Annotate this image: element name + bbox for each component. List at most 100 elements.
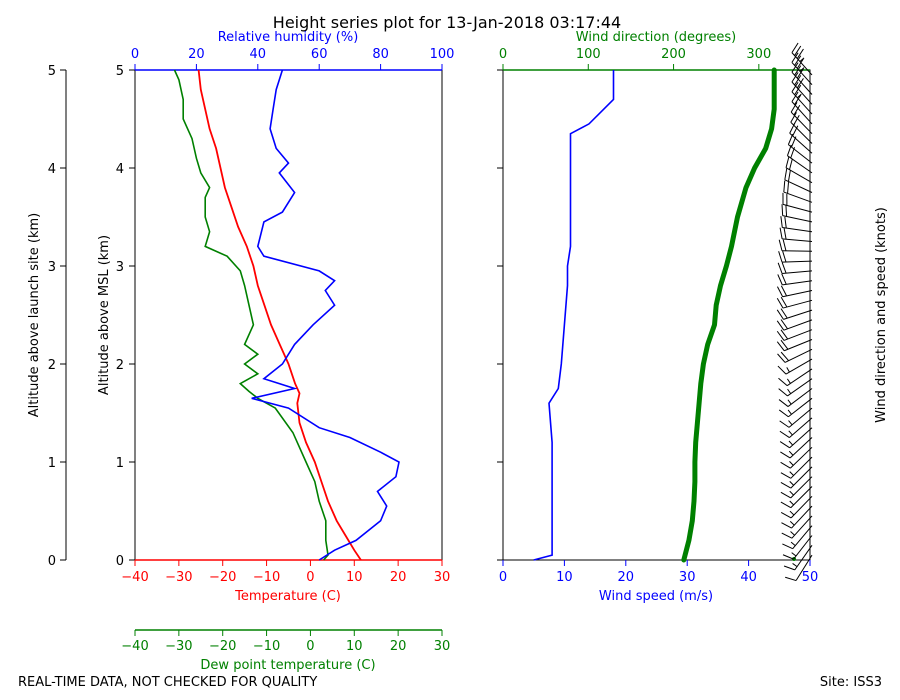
wind-barb-shaft bbox=[788, 397, 813, 418]
wind-barb-flag bbox=[791, 62, 799, 73]
outer-y-tick-label: 3 bbox=[48, 260, 56, 275]
wind-speed-x-tick-label: 40 bbox=[740, 570, 757, 585]
wind-barb-flag bbox=[796, 58, 804, 69]
wind-barb-flag bbox=[782, 543, 793, 550]
wind-barb-shaft bbox=[785, 167, 813, 184]
wind-barb-flag bbox=[787, 170, 791, 182]
wind-barb-flag bbox=[777, 262, 783, 274]
wind-barb-shaft bbox=[782, 238, 813, 242]
wind-barb-flag bbox=[783, 227, 787, 240]
dewpoint-series-line bbox=[173, 69, 329, 561]
wind-direction-series-line bbox=[681, 67, 777, 563]
wind-speed-x-tick-label: 20 bbox=[618, 570, 635, 585]
wind-barb-half-flag bbox=[787, 388, 792, 394]
wind-barb-half-flag bbox=[789, 471, 794, 476]
wind-direction-x-tick-label: 300 bbox=[746, 47, 771, 62]
wind-barb bbox=[781, 505, 813, 529]
left-y-tick-label: 5 bbox=[116, 64, 124, 79]
wind-barb-shaft bbox=[782, 299, 813, 309]
rh-x-tick-label: 20 bbox=[188, 47, 205, 62]
wind-speed-x-tick-label: 10 bbox=[556, 570, 573, 585]
wind-barb-shaft bbox=[785, 358, 813, 375]
wind-barb-shaft bbox=[790, 486, 813, 509]
wind-barb bbox=[776, 319, 813, 331]
wind-barb bbox=[779, 417, 813, 438]
outer-y-tick-label: 1 bbox=[48, 456, 56, 471]
wind-barb bbox=[779, 427, 813, 449]
rh-x-tick-label: 100 bbox=[430, 47, 455, 62]
wind-barb bbox=[777, 348, 813, 363]
wind-barb-flag bbox=[782, 239, 787, 251]
footer-site: Site: ISS3 bbox=[820, 675, 882, 690]
left-panel: 0 1 2 3 4 5 −40 −30 −20 −10 0 10 20 30 −40 −30 −20 −10 0… bbox=[97, 30, 454, 673]
wind-direction-x-tick-label: 100 bbox=[576, 47, 601, 62]
wind-barb bbox=[780, 446, 813, 469]
wind-barb-flag bbox=[776, 309, 784, 320]
wind-barb-shaft bbox=[783, 191, 813, 203]
outer-altitude-label: Altitude above launch site (km) bbox=[27, 213, 42, 417]
wind-barb-shaft bbox=[788, 407, 813, 428]
wind-barb bbox=[791, 52, 813, 86]
wind-barb-shaft bbox=[791, 71, 813, 95]
wind-barb-half-flag bbox=[787, 399, 792, 405]
wind-barb-shaft bbox=[784, 348, 813, 363]
left-y-tick-label: 0 bbox=[116, 554, 124, 569]
wind-barb bbox=[781, 515, 813, 539]
left-panel-frame bbox=[134, 69, 443, 561]
dewpoint-x-tick-label: −30 bbox=[165, 639, 192, 654]
wind-barb bbox=[778, 397, 813, 418]
wind-barb bbox=[791, 42, 813, 76]
wind-barb-flag bbox=[780, 461, 791, 469]
wind-barb-flag bbox=[796, 68, 804, 79]
rh-x-tick-label: 80 bbox=[372, 47, 389, 62]
wind-barb-flag bbox=[780, 296, 788, 308]
wind-barb bbox=[783, 545, 813, 571]
wind-barb-flag bbox=[790, 112, 797, 123]
wind-barb-shaft bbox=[787, 388, 813, 407]
wind-barb-shaft bbox=[790, 121, 813, 144]
wind-barb-shaft bbox=[782, 290, 813, 298]
wind-barb-flag bbox=[794, 45, 802, 56]
wind-barb-flag bbox=[776, 320, 785, 331]
wind-barb-flag bbox=[793, 114, 800, 126]
right-panel-frame bbox=[502, 69, 811, 561]
wind-barb-flag bbox=[780, 472, 792, 479]
wind-barb bbox=[790, 102, 813, 135]
wind-barb-shaft bbox=[787, 155, 813, 174]
wind-barb-half-flag bbox=[799, 57, 805, 62]
wind-barb bbox=[782, 525, 813, 550]
temperature-x-tick-label: 0 bbox=[306, 570, 314, 585]
wind-barb-flag bbox=[783, 565, 795, 571]
wind-barb-flag bbox=[781, 262, 787, 274]
wind-barb-half-flag bbox=[789, 461, 794, 466]
wind-barb-flag bbox=[778, 377, 788, 387]
wind-barb-flag bbox=[781, 204, 784, 216]
wind-barb-half-flag bbox=[788, 420, 793, 426]
wind-barb-flag bbox=[785, 205, 788, 217]
wind-barb-flag bbox=[791, 52, 799, 63]
wind-barb bbox=[779, 227, 813, 242]
wind-barb bbox=[785, 554, 813, 582]
wind-barb bbox=[786, 144, 813, 174]
wind-barb-flag bbox=[794, 65, 802, 76]
wind-barb-shaft bbox=[783, 339, 813, 352]
wind-barb bbox=[777, 262, 813, 275]
wind-barb bbox=[780, 466, 813, 489]
wind-barb-flag bbox=[791, 72, 799, 83]
wind-barbs-label: Wind direction and speed (knots) bbox=[874, 207, 889, 423]
dewpoint-x-tick-label: −40 bbox=[121, 639, 148, 654]
wind-barb-shaft bbox=[791, 52, 813, 76]
wind-barb bbox=[791, 91, 813, 125]
wind-barb-shaft bbox=[789, 437, 813, 459]
wind-barb-flag bbox=[784, 168, 788, 180]
wind-barb-half-flag bbox=[792, 563, 798, 568]
wind-barb-flag bbox=[793, 104, 801, 116]
wind-barb-flag bbox=[780, 351, 790, 362]
chart-title: Height series plot for 13-Jan-2018 03:17… bbox=[273, 13, 621, 32]
left-y-tick-label: 1 bbox=[116, 456, 124, 471]
wind-barb-flag bbox=[791, 81, 799, 93]
wind-barb-flag bbox=[780, 329, 789, 340]
wind-barb bbox=[778, 239, 813, 252]
wind-barb bbox=[777, 358, 813, 375]
wind-barb-flag bbox=[779, 430, 790, 438]
